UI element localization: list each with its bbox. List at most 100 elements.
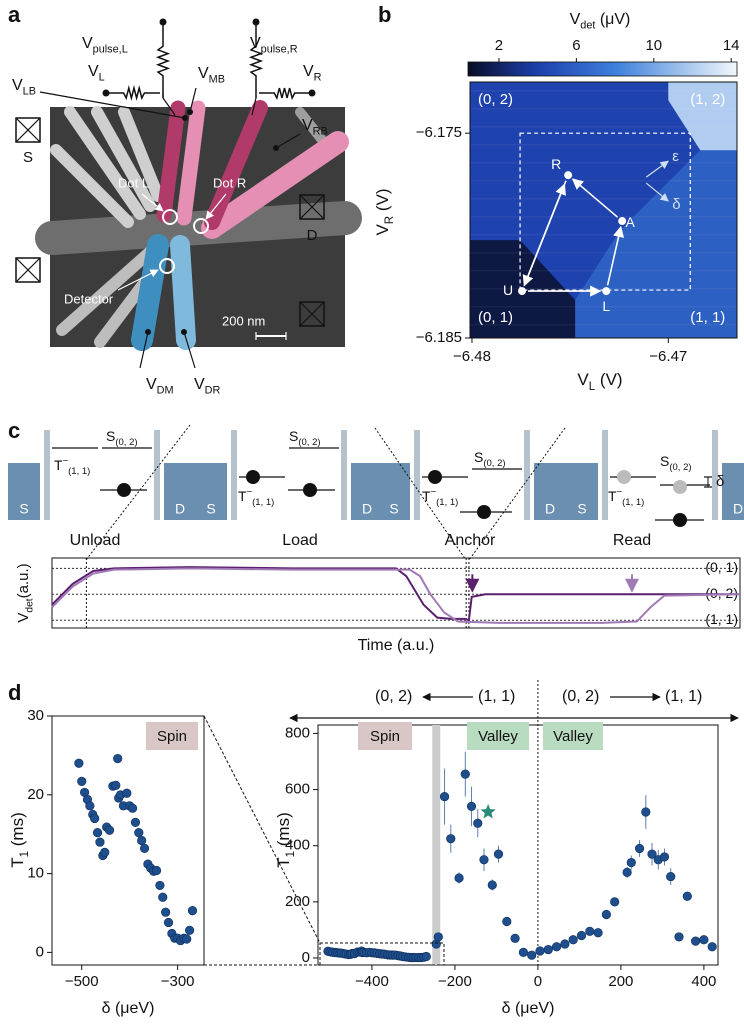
terminal [252,18,260,26]
stage-label: Unload [70,532,121,549]
triplet-label-sub: (1, 1) [68,465,90,476]
y-tick-label: 30 [27,707,44,724]
plot-frame [469,81,738,339]
data-point [185,925,195,935]
data-point [576,930,587,941]
barrier [712,430,718,520]
stage-label: Anchor [445,532,496,549]
line [251,97,257,116]
contact-label: S [23,149,33,166]
y-axis-label-sub: 1 [285,851,297,857]
regime-box [543,722,603,750]
noise-streak [470,270,737,272]
data-point [601,909,611,920]
data-point [543,944,553,955]
singlet-label-text: S [289,428,298,444]
data-point [690,936,701,946]
noise-streak [470,180,737,182]
lead-label: S [577,501,586,517]
colorbar-tick-label: 10 [645,37,662,54]
gate-rb [201,131,349,239]
y-tick-label: 200 [285,893,310,910]
lead-label: D [733,501,743,517]
triplet-label-text: T [54,457,63,473]
lead-label: D [362,501,372,517]
y-axis-label: Vdet(a.u.) [15,563,35,622]
trace-chart: (0, 1) (0, 2) (1, 1) Time (a.u.) Vdet(a.u.) [15,557,741,654]
terminal [102,89,110,97]
lead-label: D [545,501,555,517]
barrier [414,430,420,520]
y-axis-label-unit: (ms) [8,812,27,851]
data-point [568,935,578,945]
gate-finger [50,144,134,228]
noise-streak [470,162,737,164]
y-axis-label-sub: 1 [19,851,31,857]
stage-label: Load [282,532,318,549]
lead-label: D [175,501,185,517]
path-arrow [571,178,619,218]
line [117,269,159,291]
singlet-label-sub: (0, 2) [115,436,137,447]
singlet-label: S(0, 2) [289,428,321,448]
data-point [510,933,520,943]
gate-finger [56,246,156,336]
terminal-label-text: V [198,65,209,82]
data-point [151,865,162,876]
dot-label: Dot R [213,175,246,190]
contact [15,117,41,143]
x-axis-label: δ (μeV) [102,1000,155,1017]
singlet-label: S(0, 2) [474,449,506,469]
line [15,117,41,143]
x-tick-label: 0 [534,973,542,990]
x-tick-label: −300 [161,973,195,990]
y-tick-label: −6.175 [416,124,462,141]
terminal-label-sub: pulse,L [93,43,128,55]
plot-frame [317,724,719,966]
data-point [187,906,198,916]
y-tick-label: 800 [285,724,310,741]
x-axis-label: VL (V) [577,370,622,393]
guide [374,427,467,561]
triplet-label-sub: (1, 1) [622,496,644,507]
singlet-label-sub: (0, 2) [669,461,691,472]
gate-dr [170,235,196,350]
path-point [518,287,527,296]
panel-label: d [8,680,21,705]
y-axis-label-text: V [15,613,32,623]
path-arrow [606,225,625,286]
line [141,193,164,212]
data-point [699,935,709,945]
data-point [560,939,570,949]
data-point [92,828,103,838]
electron [428,470,442,484]
guide [85,424,191,561]
electron [303,483,317,497]
lead-label: S [19,501,28,517]
transition-label: (0, 2) [562,688,599,705]
data-point [100,847,110,857]
y-axis-label-group: T1 (ms) [8,812,31,868]
window [519,132,691,291]
terminal-label: VMB [198,65,225,85]
colorbar-label-sub: det [580,19,595,31]
y-axis-label-sub: det [24,598,35,612]
triplet-label: T−(1, 1) [422,486,458,508]
triplet-label-text: T [422,488,431,504]
data-point [502,916,512,927]
data-point [134,828,144,838]
triplet-label-sub: (1, 1) [252,496,274,507]
triplet-label-text: T [608,488,617,504]
data-point [527,950,537,960]
line [205,193,227,220]
x-axis-label-sub: L [589,381,596,393]
colorbar-tick-label: 6 [572,37,580,54]
data-point [446,834,456,844]
terminal [273,145,279,151]
electron [117,483,131,497]
y-axis-label-text: V [373,224,392,236]
axis-direction-arrow [645,160,669,178]
detuning-label: δ [716,473,724,490]
triplet-label-text: T [238,488,247,504]
